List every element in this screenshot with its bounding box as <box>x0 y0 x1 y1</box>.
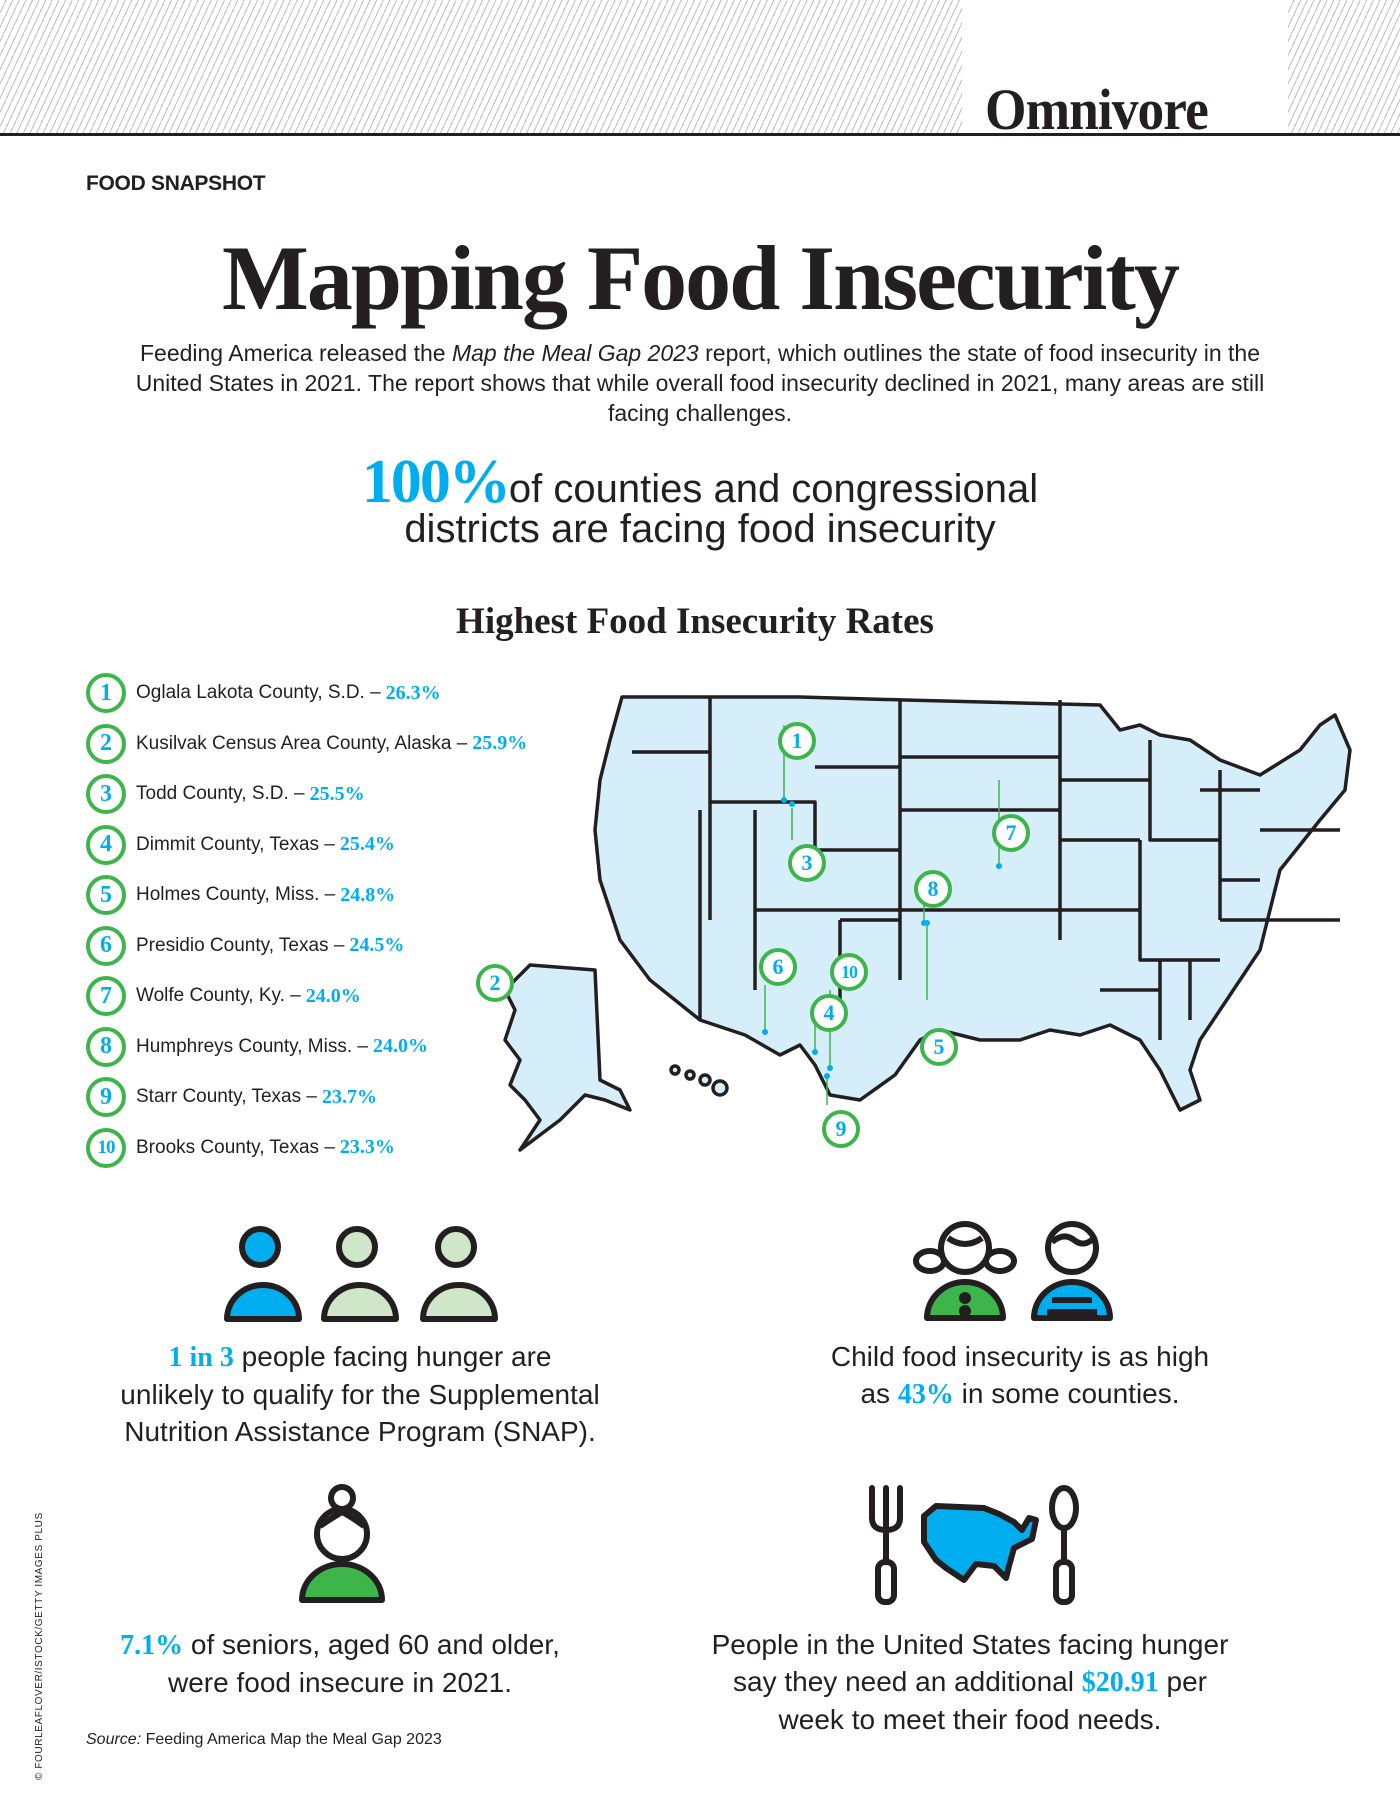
list-item: 3 Todd County, S.D. –25.5% <box>86 769 527 820</box>
header-divider <box>0 133 1400 136</box>
fork-us-map-spoon-icon <box>869 1485 1079 1605</box>
map-marker-2: 2 <box>476 964 514 1002</box>
photo-credit: © FOURLEAFLOVER/ISTOCK/GETTY IMAGES PLUS <box>34 1512 45 1780</box>
list-item: 10 Brooks County, Texas –23.3% <box>86 1123 527 1174</box>
child-stat-highlight: 43% <box>897 1379 954 1410</box>
rank-badge: 10 <box>86 1127 126 1168</box>
intro-paragraph: Feeding America released the Map the Mea… <box>135 340 1265 426</box>
rank-badge: 9 <box>86 1077 126 1118</box>
rates-heading: Highest Food Insecurity Rates <box>456 601 934 642</box>
source-citation: Source: Feeding America Map the Meal Gap… <box>86 1731 442 1748</box>
headline-stat-value: 100% <box>361 448 511 516</box>
list-item: 5 Holmes County, Miss. –24.8% <box>86 870 527 921</box>
people-group-icon <box>224 1226 498 1322</box>
us-states-map-graphic <box>462 695 1352 1152</box>
seniors-stat-highlight: 7.1% <box>120 1630 184 1661</box>
header-hatch-pattern-right <box>1288 0 1400 133</box>
rank-badge: 7 <box>86 976 126 1017</box>
map-marker-4: 4 <box>810 994 848 1032</box>
map-marker-3: 3 <box>788 844 826 882</box>
magazine-section-brand: Omnivore <box>985 77 1209 142</box>
rates-list: 1 Oglala Lakota County, S.D. –26.3% 2 Kusi… <box>86 668 527 1173</box>
page-title: Mapping Food Insecurity <box>222 227 1180 329</box>
headline-stat: 100%of counties and congressional distri… <box>361 448 1039 551</box>
weekly-need-highlight: $20.91 <box>1081 1667 1159 1698</box>
rank-badge: 3 <box>86 774 126 815</box>
map-marker-1: 1 <box>778 722 816 760</box>
weekly-need-stat: People in the United States facing hunge… <box>711 1629 1229 1735</box>
seniors-stat: 7.1% of seniors, aged 60 and older, were… <box>120 1629 560 1698</box>
header-hatch-pattern <box>0 0 962 133</box>
rank-badge: 1 <box>86 673 126 714</box>
rank-badge: 8 <box>86 1026 126 1067</box>
section-kicker: FOOD SNAPSHOT <box>86 172 266 195</box>
map-marker-6: 6 <box>759 948 797 986</box>
map-marker-9: 9 <box>822 1110 860 1148</box>
list-item: 8 Humphreys County, Miss. –24.0% <box>86 1022 527 1073</box>
report-name: Map the Meal Gap 2023 <box>451 340 699 366</box>
rank-badge: 4 <box>86 824 126 865</box>
rank-badge: 2 <box>86 723 126 764</box>
list-item: 1 Oglala Lakota County, S.D. –26.3% <box>86 668 527 719</box>
snap-stat-highlight: 1 in 3 <box>168 1342 234 1373</box>
rank-badge: 6 <box>86 925 126 966</box>
senior-woman-icon <box>299 1484 385 1603</box>
map-marker-10: 10 <box>830 953 868 991</box>
list-item: 7 Wolfe County, Ky. –24.0% <box>86 971 527 1022</box>
list-item: 4 Dimmit County, Texas –25.4% <box>86 820 527 871</box>
map-marker-8: 8 <box>914 870 952 908</box>
list-item: 6 Presidio County, Texas –24.5% <box>86 921 527 972</box>
snap-stat: 1 in 3 people facing hunger are unlikely… <box>120 1341 600 1447</box>
children-icon <box>913 1221 1113 1321</box>
child-stat: Child food insecurity is as high as 43% … <box>830 1341 1210 1410</box>
map-marker-7: 7 <box>992 814 1030 852</box>
map-marker-5: 5 <box>920 1028 958 1066</box>
rank-badge: 5 <box>86 875 126 916</box>
list-item: 2 Kusilvak Census Area County, Alaska –25… <box>86 719 527 770</box>
list-item: 9 Starr County, Texas –23.7% <box>86 1072 527 1123</box>
us-map: 2 1 3 7 8 6 10 4 5 9 <box>462 680 1380 1165</box>
